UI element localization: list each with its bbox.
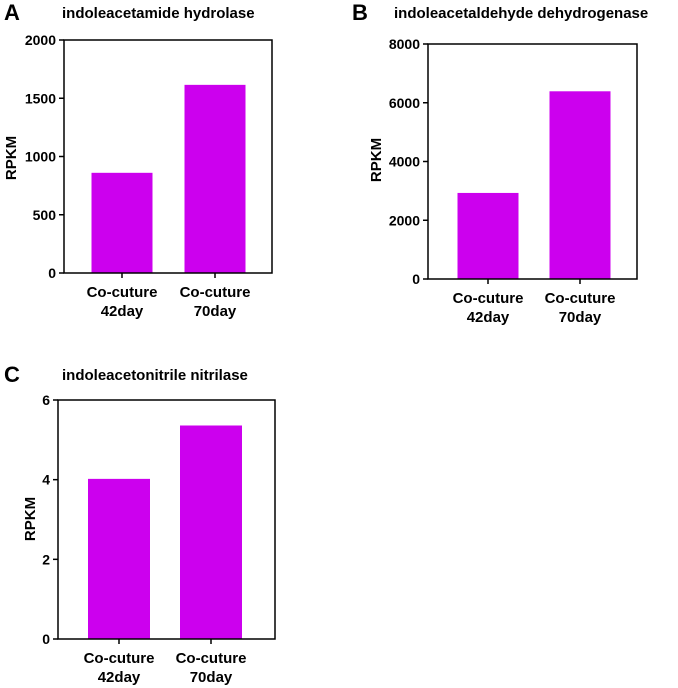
bar [180,425,242,639]
y-tick-label: 1500 [25,90,56,106]
x-tick-label: Co-cuture 70day [176,650,247,686]
y-tick-label: 0 [48,265,56,281]
panel-b: B indoleacetaldehyde dehydrogenase RPKM … [352,0,648,326]
x-tick-label: Co-cuture 70day [545,290,616,326]
chart-title: indoleacetamide hydrolase [62,5,255,22]
y-tick-label: 0 [412,271,420,287]
plot-frame [57,399,276,640]
panel-a: A indoleacetamide hydrolase RPKM 0 500 100… [3,0,273,320]
x-tick-label: Co-cuture 42day [453,290,524,326]
plot-area: 0 2 4 6 Co-cuture 42day Co-cuture 70day [42,392,276,686]
x-tick-label: Co-cuture 42day [87,284,158,320]
chart-title: indoleacetaldehyde dehydrogenase [394,5,648,22]
y-tick-label: 2000 [25,32,56,48]
y-tick-label: 2 [42,551,50,567]
bar [91,172,153,273]
plot-area: 0 500 1000 1500 2000 Co-cuture 42day Co-cuture 7… [25,32,273,320]
y-tick-label: 500 [33,207,57,223]
y-axis-label: RPKM [368,138,385,182]
y-tick-label: 6000 [389,95,420,111]
y-tick-label: 2000 [389,212,420,228]
y-axis-label: RPKM [3,136,20,180]
plot-area: 0 2000 4000 6000 8000 Co-cuture 42day Co-cuture… [389,36,638,326]
chart-title: indoleacetonitrile nitrilase [62,367,248,384]
bar [88,478,150,639]
x-tick-label: Co-cuture 42day [84,650,155,686]
bar [184,84,246,273]
bar [457,192,519,279]
y-axis-label: RPKM [22,497,39,541]
y-tick-label: 6 [42,392,50,408]
bar [549,91,611,279]
panel-letter: A [4,0,20,25]
panel-letter: C [4,362,20,387]
y-tick-label: 1000 [25,149,56,165]
panel-letter: B [352,0,368,25]
panel-c: C indoleacetonitrile nitrilase RPKM 0 2 4 6… [4,362,276,686]
y-tick-label: 4000 [389,154,420,170]
y-tick-label: 8000 [389,36,420,52]
x-tick-label: Co-cuture 70day [180,284,251,320]
y-tick-label: 0 [42,631,50,647]
y-tick-label: 4 [42,472,50,488]
